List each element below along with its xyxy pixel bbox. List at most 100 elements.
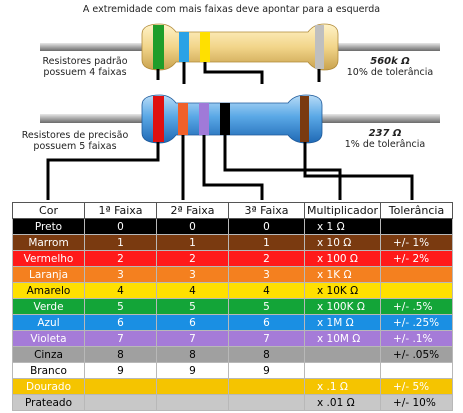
resistor4-value: 560k Ω 10% de tolerância	[346, 56, 434, 78]
cell-faixa-1: 1	[84, 234, 157, 251]
cell-multiplicador	[304, 346, 381, 363]
table-row: Branco 9 9 9	[12, 362, 453, 379]
cell-tolerancia: +/- .05%	[380, 346, 453, 363]
cell-multiplicador: x 10 Ω	[304, 234, 381, 251]
cell-multiplicador: x .01 Ω	[304, 394, 381, 411]
cell-color-name: Cinza	[12, 346, 85, 363]
cell-faixa-1: 5	[84, 298, 157, 315]
cell-tolerancia: +/- .5%	[380, 298, 453, 315]
table-row: Dourado x .1 Ω +/- 5%	[12, 378, 453, 395]
resistor5-label: Resistores de precisão possuem 5 faixas	[21, 130, 129, 152]
cell-multiplicador	[304, 362, 381, 379]
connector-lines-4	[156, 62, 321, 84]
cell-multiplicador: x 10M Ω	[304, 330, 381, 347]
table-row: Cinza 8 8 8 +/- .05%	[12, 346, 453, 363]
cell-color-name: Prateado	[12, 394, 85, 411]
table-row: Preto 0 0 0 x 1 Ω	[12, 218, 453, 235]
header-faixa-2: 2ª Faixa	[156, 202, 229, 219]
cell-faixa-3: 5	[228, 298, 305, 315]
cell-color-name: Laranja	[12, 266, 85, 283]
cell-faixa-1: 2	[84, 250, 157, 267]
cell-multiplicador: x 10K Ω	[304, 282, 381, 299]
cell-color-name: Dourado	[12, 378, 85, 395]
cell-faixa-2	[156, 378, 229, 395]
resistor-body	[141, 94, 323, 144]
cell-faixa-2: 5	[156, 298, 229, 315]
cell-color-name: Amarelo	[12, 282, 85, 299]
cell-faixa-1: 9	[84, 362, 157, 379]
cell-faixa-3: 4	[228, 282, 305, 299]
cell-faixa-2: 6	[156, 314, 229, 331]
table-header-row: Cor 1ª Faixa 2ª Faixa 3ª Faixa Multiplic…	[12, 202, 453, 219]
cell-multiplicador: x 100 Ω	[304, 250, 381, 267]
cell-tolerancia	[380, 282, 453, 299]
cell-multiplicador: x 1M Ω	[304, 314, 381, 331]
cell-faixa-3: 9	[228, 362, 305, 379]
cell-faixa-2: 8	[156, 346, 229, 363]
cell-faixa-2: 7	[156, 330, 229, 347]
cell-color-name: Preto	[12, 218, 85, 235]
header-cor: Cor	[12, 202, 85, 219]
cell-faixa-2: 4	[156, 282, 229, 299]
cell-color-name: Azul	[12, 314, 85, 331]
resistor-4-bands	[40, 23, 440, 71]
color-code-table: Cor 1ª Faixa 2ª Faixa 3ª Faixa Multiplic…	[12, 202, 453, 411]
band-3	[199, 103, 209, 135]
cell-faixa-2	[156, 394, 229, 411]
cell-faixa-1: 7	[84, 330, 157, 347]
cell-tolerancia	[380, 362, 453, 379]
band-4	[315, 25, 324, 69]
band-5	[300, 96, 309, 142]
cell-faixa-2: 1	[156, 234, 229, 251]
table-row: Amarelo 4 4 4 x 10K Ω	[12, 282, 453, 299]
cell-color-name: Marrom	[12, 234, 85, 251]
band-1	[153, 25, 164, 69]
cell-tolerancia: +/- 2%	[380, 250, 453, 267]
cell-tolerancia: +/- .1%	[380, 330, 453, 347]
cell-color-name: Branco	[12, 362, 85, 379]
header-faixa-3: 3ª Faixa	[228, 202, 305, 219]
header-multiplicador: Multiplicador	[304, 202, 381, 219]
cell-multiplicador: x 1K Ω	[304, 266, 381, 283]
resistor-body	[141, 23, 339, 71]
cell-tolerancia	[380, 266, 453, 283]
cell-faixa-2: 2	[156, 250, 229, 267]
cell-faixa-1: 3	[84, 266, 157, 283]
band-4	[220, 103, 230, 135]
table-row: Verde 5 5 5 x 100K Ω +/- .5%	[12, 298, 453, 315]
cell-faixa-1: 8	[84, 346, 157, 363]
cell-multiplicador: x 100K Ω	[304, 298, 381, 315]
cell-tolerancia	[380, 218, 453, 235]
cell-faixa-3: 1	[228, 234, 305, 251]
cell-faixa-1: 0	[84, 218, 157, 235]
cell-faixa-3: 6	[228, 314, 305, 331]
table-row: Marrom 1 1 1 x 10 Ω +/- 1%	[12, 234, 453, 251]
header-tolerancia: Tolerância	[380, 202, 453, 219]
cell-tolerancia: +/- 1%	[380, 234, 453, 251]
cell-faixa-3: 3	[228, 266, 305, 283]
cell-faixa-1: 4	[84, 282, 157, 299]
cell-faixa-3: 7	[228, 330, 305, 347]
cell-faixa-2: 9	[156, 362, 229, 379]
cell-color-name: Verde	[12, 298, 85, 315]
cell-tolerancia: +/- 10%	[380, 394, 453, 411]
header-faixa-1: 1ª Faixa	[84, 202, 157, 219]
cell-tolerancia: +/- .25%	[380, 314, 453, 331]
cell-faixa-3	[228, 394, 305, 411]
resistor-diagram	[40, 23, 440, 200]
cell-color-name: Vermelho	[12, 250, 85, 267]
cell-faixa-2: 0	[156, 218, 229, 235]
table-row: Laranja 3 3 3 x 1K Ω	[12, 266, 453, 283]
cell-faixa-3: 2	[228, 250, 305, 267]
resistor5-value: 237 Ω 1% de tolerância	[344, 128, 426, 150]
table-row: Azul 6 6 6 x 1M Ω +/- .25%	[12, 314, 453, 331]
cell-tolerancia: +/- 5%	[380, 378, 453, 395]
band-1	[153, 96, 164, 142]
cell-faixa-2: 3	[156, 266, 229, 283]
table-row: Vermelho 2 2 2 x 100 Ω +/- 2%	[12, 250, 453, 267]
band-3	[200, 32, 210, 62]
heading: A extremidade com mais faixas deve apont…	[82, 4, 381, 15]
cell-faixa-3: 8	[228, 346, 305, 363]
table-row: Prateado x .01 Ω +/- 10%	[12, 394, 453, 411]
resistor-5-bands	[40, 94, 440, 144]
